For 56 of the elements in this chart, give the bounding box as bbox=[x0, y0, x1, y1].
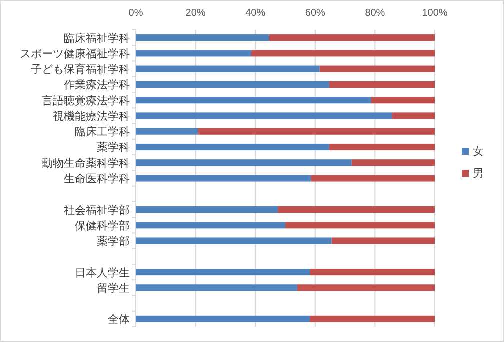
bar bbox=[136, 238, 332, 244]
bar bbox=[251, 50, 435, 57]
bar bbox=[320, 66, 435, 72]
bar bbox=[136, 316, 310, 322]
y-tick-label: 生命医科学科 bbox=[64, 172, 130, 186]
x-tick-label: 0% bbox=[128, 8, 144, 19]
y-tick-label: 留学生 bbox=[97, 282, 130, 295]
y-tick-label: 言語聴覚療法学科 bbox=[42, 94, 130, 108]
bar bbox=[136, 112, 392, 120]
bar bbox=[311, 175, 435, 182]
y-tick-label: 視機能療法学科 bbox=[53, 110, 130, 123]
y-tick-label: 保健科学部 bbox=[75, 219, 130, 232]
bar bbox=[198, 128, 435, 135]
bar bbox=[136, 97, 372, 104]
bar bbox=[352, 160, 435, 166]
bar bbox=[297, 284, 435, 292]
x-tick-label: 100% bbox=[422, 8, 448, 19]
legend-label: 女 bbox=[473, 146, 484, 158]
bar bbox=[136, 284, 298, 292]
legend-label: 男 bbox=[473, 168, 484, 180]
bar bbox=[310, 316, 435, 322]
bar bbox=[136, 160, 352, 166]
y-tick-label: 日本人学生 bbox=[75, 266, 130, 280]
bar bbox=[136, 128, 198, 135]
x-tick-label: 80% bbox=[365, 8, 386, 19]
y-tick-label: 臨床福祉学科 bbox=[64, 32, 130, 45]
bar bbox=[136, 206, 278, 214]
bar bbox=[136, 50, 252, 57]
x-tick-label: 40% bbox=[246, 8, 266, 19]
y-tick-label: 作業療法学科 bbox=[63, 78, 130, 92]
bar bbox=[286, 222, 435, 229]
bar bbox=[269, 34, 435, 42]
bar bbox=[310, 269, 435, 276]
bar bbox=[329, 144, 435, 151]
y-tick-label: 子ども保育福祉学科 bbox=[31, 63, 130, 76]
y-tick-label: 社会福祉学部 bbox=[64, 204, 130, 217]
bar bbox=[136, 66, 320, 72]
bar bbox=[136, 81, 330, 88]
bar bbox=[278, 206, 435, 214]
bar bbox=[392, 112, 435, 120]
y-tick-label: 薬学科 bbox=[97, 141, 130, 154]
bar bbox=[371, 97, 435, 104]
bar bbox=[332, 238, 435, 244]
y-tick-label: 薬学部 bbox=[97, 235, 130, 248]
x-tick-label: 60% bbox=[305, 8, 326, 19]
x-tick-label: 20% bbox=[186, 8, 206, 19]
y-tick-label: スポーツ健康福祉学科 bbox=[20, 47, 130, 60]
bar bbox=[136, 175, 312, 182]
bar bbox=[136, 34, 270, 42]
y-tick-label: 動物生命薬科学科 bbox=[42, 156, 130, 170]
bar bbox=[136, 269, 310, 276]
y-tick-label: 臨床工学科 bbox=[75, 126, 130, 139]
y-tick-label: 全体 bbox=[108, 314, 130, 326]
bar bbox=[136, 144, 330, 151]
bar bbox=[136, 222, 286, 229]
bar bbox=[329, 81, 435, 88]
